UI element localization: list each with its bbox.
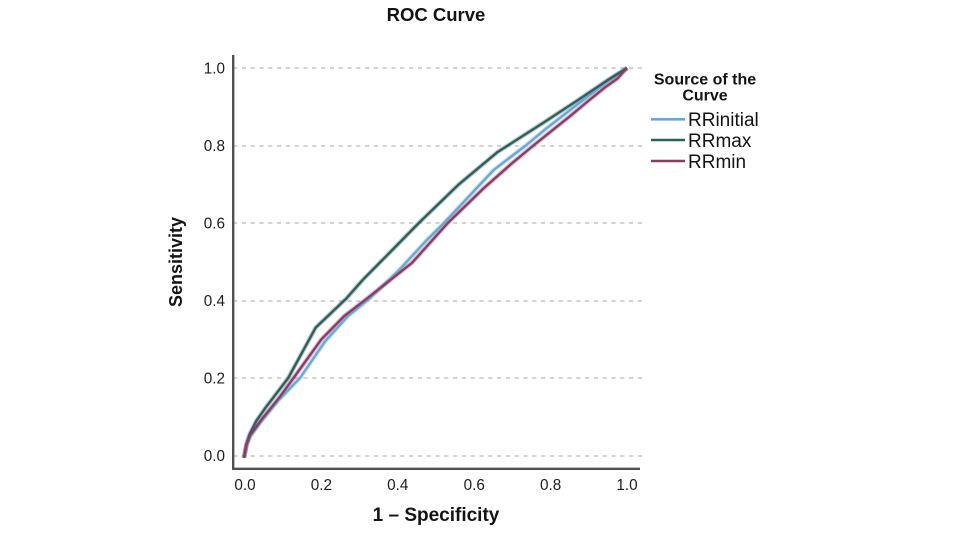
svg-text:0.6: 0.6 (464, 477, 485, 494)
svg-text:Curve: Curve (682, 88, 727, 105)
svg-text:1 – Specificity: 1 – Specificity (373, 505, 500, 526)
svg-text:0.2: 0.2 (204, 371, 225, 388)
svg-text:0.4: 0.4 (204, 293, 226, 310)
svg-text:0.0: 0.0 (204, 448, 225, 465)
svg-text:Sensitivity: Sensitivity (166, 217, 186, 307)
svg-text:1.0: 1.0 (204, 61, 225, 78)
svg-text:0.2: 0.2 (311, 477, 332, 494)
svg-text:ROC Curve: ROC Curve (387, 4, 486, 25)
svg-text:0.8: 0.8 (540, 477, 561, 494)
svg-text:0.8: 0.8 (204, 138, 225, 155)
svg-text:RRinitial: RRinitial (688, 110, 759, 131)
svg-text:RRmax: RRmax (688, 131, 752, 152)
svg-text:0.4: 0.4 (387, 477, 409, 494)
svg-text:1.0: 1.0 (616, 477, 637, 494)
svg-text:Source of the: Source of the (654, 72, 756, 89)
svg-text:0.6: 0.6 (204, 216, 225, 233)
svg-text:0.0: 0.0 (234, 477, 255, 494)
svg-text:RRmin: RRmin (688, 152, 746, 173)
